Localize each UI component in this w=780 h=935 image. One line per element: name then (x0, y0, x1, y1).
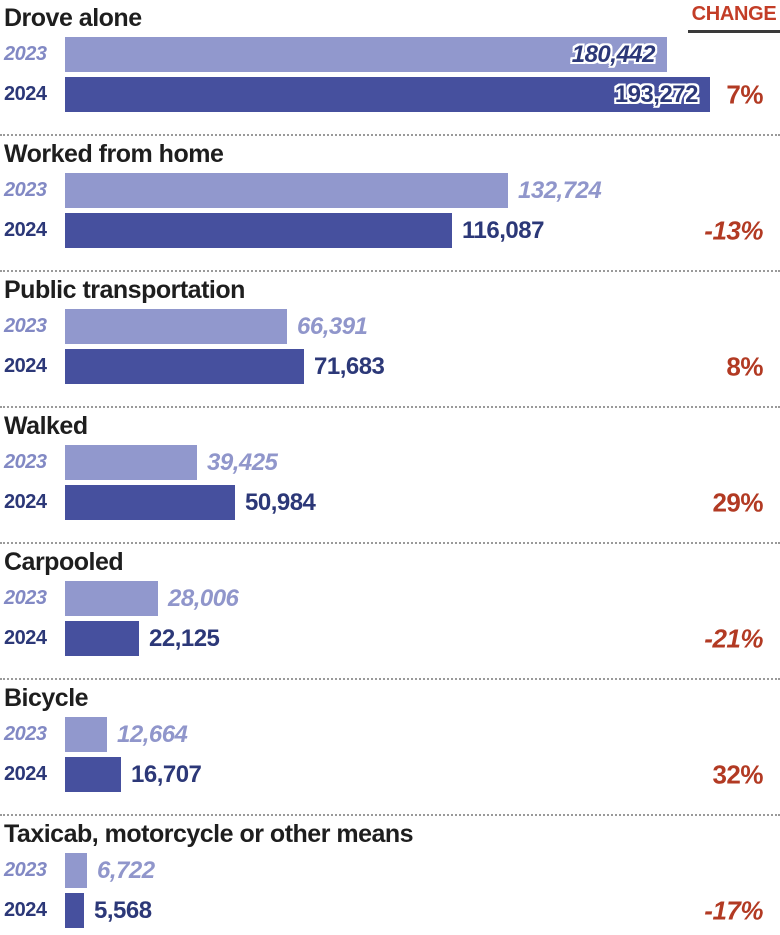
bar-2023 (65, 581, 158, 616)
change-value: 32% (712, 759, 763, 789)
category-section: Drove alone 2023 180,442 2024 193,272 7% (0, 0, 780, 136)
change-value: -13% (704, 215, 763, 245)
category-title: Taxicab, motorcycle or other means (4, 820, 414, 848)
value-label-2024: 193,272 (614, 80, 699, 108)
bar-row-2024: 2024 50,984 29% (4, 485, 780, 520)
year-label-2023: 2023 (4, 43, 47, 65)
year-label-2024: 2024 (4, 355, 47, 377)
bar-track-2023: 132,724 (65, 173, 780, 208)
bar-2024 (65, 77, 710, 112)
value-label-2023: 28,006 (168, 584, 239, 612)
bar-2023 (65, 309, 287, 344)
year-label-2024: 2024 (4, 83, 47, 105)
change-header-label: CHANGE (691, 3, 777, 25)
change-value: 29% (712, 487, 763, 517)
bar-track-2024: 116,087 (65, 213, 780, 248)
bar-row-2024: 2024 71,683 8% (4, 349, 780, 384)
bar-track-2023: 12,664 (65, 717, 780, 752)
value-label-2024: 16,707 (131, 760, 202, 788)
bar-2024 (65, 349, 304, 384)
bar-2024 (65, 213, 452, 248)
value-label-2024: 5,568 (94, 896, 152, 924)
category-title: Carpooled (4, 548, 124, 576)
change-value: 7% (726, 79, 763, 109)
value-label-2024: 50,984 (245, 488, 316, 516)
bar-track-2024: 50,984 (65, 485, 780, 520)
bar-2024 (65, 621, 139, 656)
year-label-2023: 2023 (4, 315, 47, 337)
category-section: Public transportation 2023 66,391 2024 7… (0, 272, 780, 408)
category-title: Worked from home (4, 140, 224, 168)
bar-track-2024: 71,683 (65, 349, 780, 384)
year-label-2024: 2024 (4, 763, 47, 785)
bar-track-2023: 180,442 (65, 37, 780, 72)
value-label-2023: 66,391 (297, 312, 368, 340)
category-title: Public transportation (4, 276, 245, 304)
bar-row-2023: 2023 132,724 (4, 173, 780, 208)
value-label-2024: 116,087 (462, 216, 544, 244)
bar-track-2023: 6,722 (65, 853, 780, 888)
value-label-2023: 132,724 (518, 176, 602, 204)
year-label-2024: 2024 (4, 491, 47, 513)
bar-row-2023: 2023 39,425 (4, 445, 780, 480)
category-section: Taxicab, motorcycle or other means 2023 … (0, 816, 780, 935)
value-label-2024: 22,125 (149, 624, 220, 652)
bar-row-2023: 2023 180,442 (4, 37, 780, 72)
category-title: Bicycle (4, 684, 89, 712)
value-label-2023: 12,664 (117, 720, 188, 748)
bar-track-2024: 16,707 (65, 757, 780, 792)
value-label-2023: 39,425 (207, 448, 278, 476)
bar-row-2024: 2024 116,087 -13% (4, 213, 780, 248)
bar-2024 (65, 893, 84, 928)
value-label-2024: 71,683 (314, 352, 385, 380)
year-label-2024: 2024 (4, 627, 47, 649)
bar-2023 (65, 853, 87, 888)
bar-2023 (65, 717, 107, 752)
bar-2024 (65, 485, 235, 520)
bar-row-2023: 2023 6,722 (4, 853, 780, 888)
category-section: Walked 2023 39,425 2024 50,984 29% (0, 408, 780, 544)
bar-2023 (65, 173, 508, 208)
bar-row-2023: 2023 66,391 (4, 309, 780, 344)
bar-2024 (65, 757, 121, 792)
year-label-2023: 2023 (4, 451, 47, 473)
bar-track-2024: 22,125 (65, 621, 780, 656)
bar-track-2024: 5,568 (65, 893, 780, 928)
change-column-header: CHANGE (688, 3, 780, 33)
change-value: -21% (704, 623, 763, 653)
bar-row-2023: 2023 28,006 (4, 581, 780, 616)
bar-track-2024: 193,272 (65, 77, 780, 112)
year-label-2024: 2024 (4, 899, 47, 921)
year-label-2023: 2023 (4, 179, 47, 201)
bar-row-2024: 2024 193,272 7% (4, 77, 780, 112)
category-section: Worked from home 2023 132,724 2024 116,0… (0, 136, 780, 272)
bar-2023 (65, 445, 197, 480)
year-label-2024: 2024 (4, 219, 47, 241)
value-label-2023: 180,442 (571, 40, 656, 68)
bar-row-2024: 2024 16,707 32% (4, 757, 780, 792)
category-title: Walked (4, 412, 88, 440)
bar-row-2023: 2023 12,664 (4, 717, 780, 752)
change-value: 8% (726, 351, 763, 381)
year-label-2023: 2023 (4, 587, 47, 609)
category-title: Drove alone (4, 4, 142, 32)
bar-2023 (65, 37, 667, 72)
category-section: Carpooled 2023 28,006 2024 22,125 -21% (0, 544, 780, 680)
bar-track-2023: 39,425 (65, 445, 780, 480)
value-label-2023: 6,722 (97, 856, 155, 884)
change-header-underline (688, 30, 780, 33)
bar-track-2023: 66,391 (65, 309, 780, 344)
year-label-2023: 2023 (4, 859, 47, 881)
bar-track-2023: 28,006 (65, 581, 780, 616)
year-label-2023: 2023 (4, 723, 47, 745)
bar-row-2024: 2024 5,568 -17% (4, 893, 780, 928)
bar-row-2024: 2024 22,125 -21% (4, 621, 780, 656)
category-section: Bicycle 2023 12,664 2024 16,707 32% (0, 680, 780, 816)
change-value: -17% (704, 895, 763, 925)
